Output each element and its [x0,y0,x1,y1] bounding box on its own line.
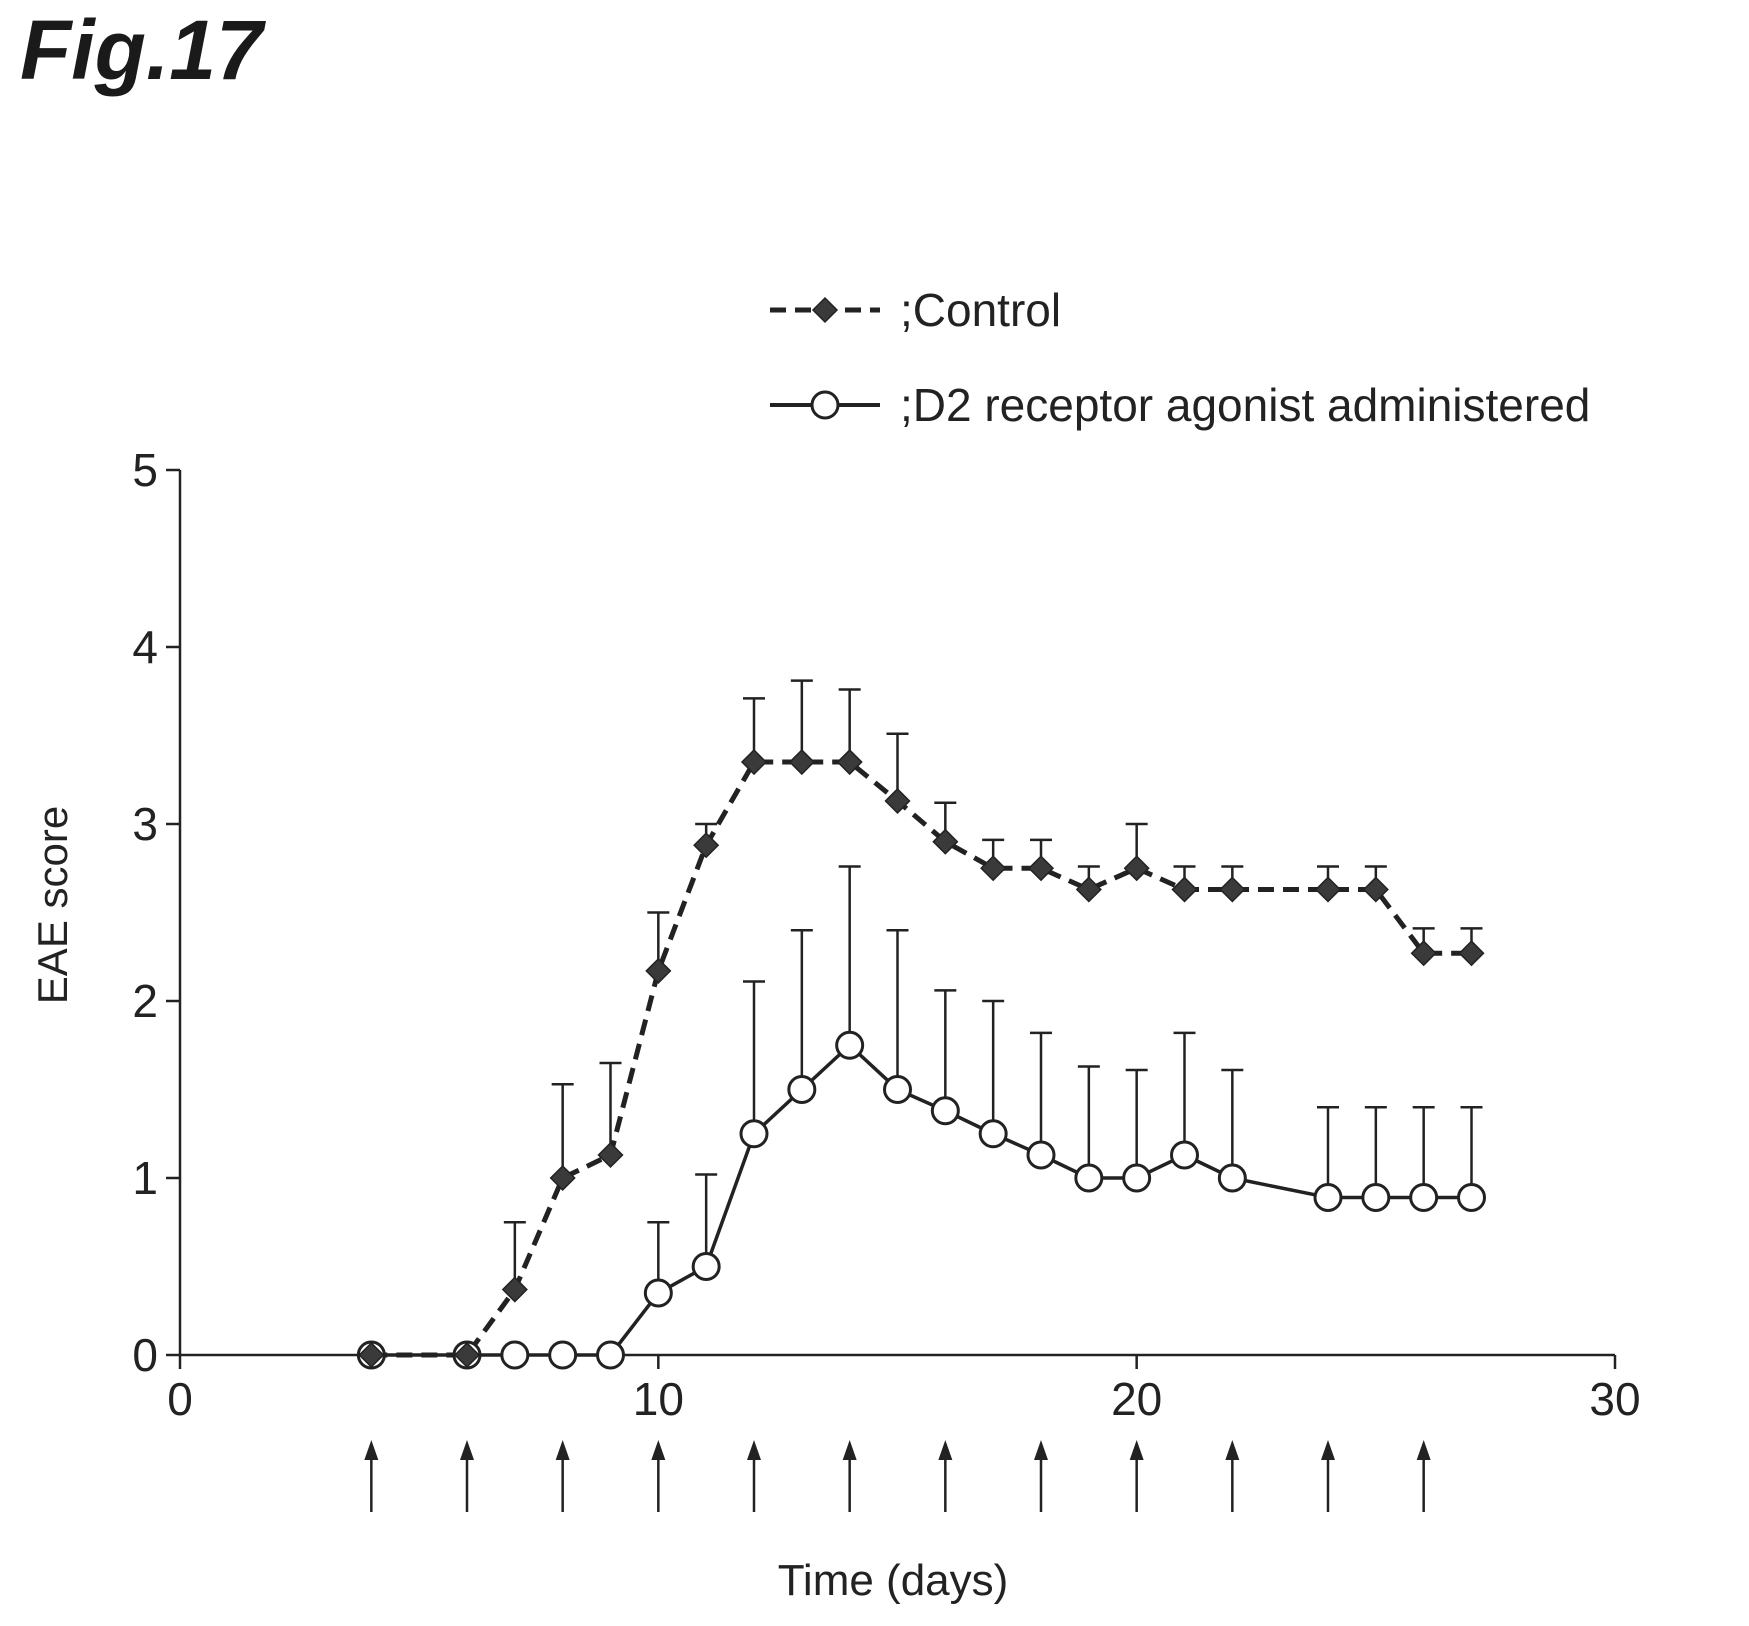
marker-agonist [643,1278,673,1308]
marker-agonist [500,1340,530,1370]
marker-agonist [596,1340,625,1370]
legend-label-control: ;Control [900,284,1061,336]
arrow-head [1129,1440,1144,1460]
marker-control [453,1341,481,1369]
series-markers [356,748,1486,1370]
marker-control [980,855,1007,882]
marker-agonist [1074,1163,1104,1193]
marker-control [1123,855,1150,882]
marker-control [358,1341,385,1369]
arrow-head [555,1440,570,1460]
y-tick-label: 1 [132,1152,158,1204]
marker-control [1075,876,1102,903]
marker-agonist [1313,1182,1343,1212]
marker-control [645,957,672,984]
legend: ;Control ;D2 receptor agonist administere… [770,284,1590,431]
y-tick-label: 5 [132,444,158,496]
series-line-agonist [371,1043,1472,1357]
x-tick-label: 10 [633,1373,684,1425]
marker-control [836,748,863,776]
marker-control [1410,940,1437,967]
legend-marker-control [811,296,839,324]
marker-agonist [1026,1140,1056,1170]
marker-agonist [787,1075,817,1104]
arrow-head [938,1440,953,1460]
axes: 0 1 2 3 4 5 0 10 20 30 [132,444,1640,1425]
marker-control [1458,940,1485,967]
x-tick-label: 0 [167,1373,193,1425]
series-lines [371,759,1472,1358]
marker-control [932,828,959,855]
administration-arrows [364,1440,1431,1512]
marker-agonist [883,1075,912,1104]
marker-agonist [1361,1182,1391,1212]
marker-agonist [1409,1182,1439,1212]
arrow-head [1321,1440,1335,1460]
figure-label: Fig.17 [20,3,263,97]
x-tick-label: 30 [1589,1373,1640,1425]
marker-control [1362,876,1389,903]
marker-control [501,1276,528,1303]
marker-agonist [1217,1163,1247,1193]
arrow-head [747,1440,761,1460]
marker-control [740,748,768,776]
marker-control [597,1141,624,1169]
marker-agonist [548,1340,578,1370]
arrow-head [364,1440,379,1460]
marker-control [549,1164,576,1192]
arrow-head [1225,1440,1240,1460]
y-tick-label: 0 [132,1329,158,1381]
marker-agonist [978,1119,1008,1149]
arrow-head [1034,1440,1048,1460]
marker-agonist [691,1252,721,1281]
marker-agonist [930,1096,960,1126]
arrow-head [1416,1440,1431,1460]
arrow-head [651,1440,666,1460]
marker-control [884,787,911,815]
marker-agonist [739,1119,769,1149]
marker-agonist [1170,1140,1199,1170]
x-axis-label: Time (days) [778,1556,1009,1605]
y-tick-label: 4 [132,621,158,673]
y-axis-label: EAE score [29,806,76,1004]
x-tick-label: 20 [1111,1373,1162,1425]
arrow-head [460,1440,474,1460]
marker-control [1027,855,1055,882]
legend-label-agonist: ;D2 receptor agonist administered [900,379,1590,431]
marker-agonist [1122,1163,1152,1193]
marker-control [1171,876,1198,903]
marker-control [1219,876,1246,903]
y-tick-label: 2 [132,975,158,1027]
y-tick-label: 3 [132,798,158,850]
marker-control [1314,876,1342,903]
series-line-control [371,759,1472,1358]
marker-control [693,832,720,859]
marker-control [788,748,815,776]
legend-marker-agonist [810,390,840,420]
marker-agonist [1457,1182,1486,1212]
arrow-head [842,1440,857,1460]
marker-agonist [835,1030,865,1060]
